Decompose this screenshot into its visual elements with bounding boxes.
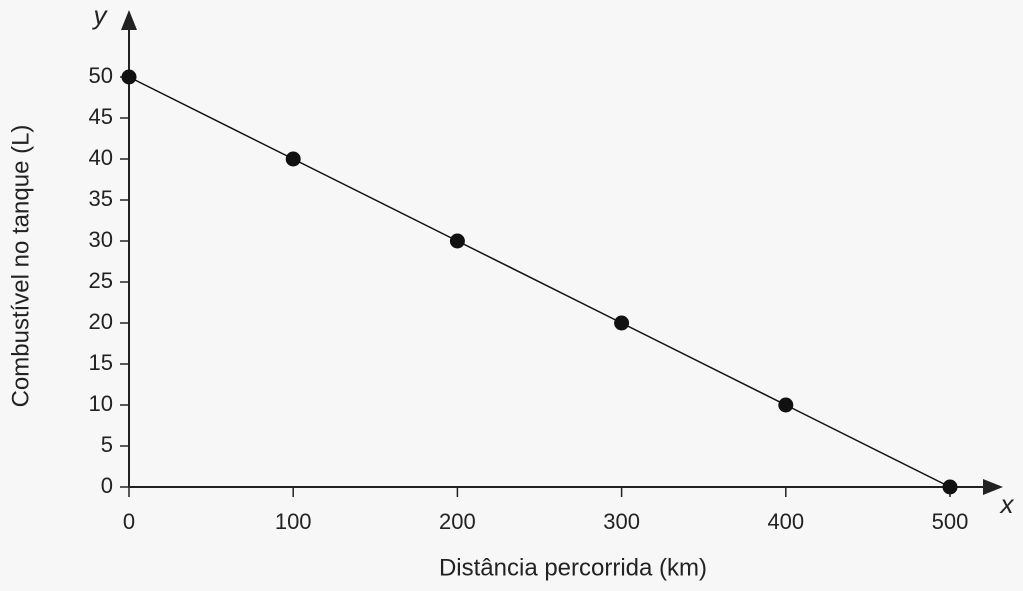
- y-axis-arrow: [121, 10, 137, 30]
- y-tick-label: 40: [89, 145, 113, 170]
- y-tick-label: 25: [89, 268, 113, 293]
- x-tick-label: 200: [439, 509, 476, 534]
- data-point: [614, 315, 630, 331]
- x-tick-label: 0: [123, 509, 135, 534]
- x-axis-arrow: [983, 479, 1003, 495]
- y-tick-label: 0: [101, 473, 113, 498]
- y-tick-label: 5: [101, 432, 113, 457]
- y-axis-symbol: y: [92, 0, 109, 30]
- y-axis-label: Combustível no tanque (L): [7, 125, 34, 408]
- y-tick-label: 30: [89, 227, 113, 252]
- y-tick-label: 20: [89, 309, 113, 334]
- y-tick-label: 50: [89, 63, 113, 88]
- y-tick-label: 35: [89, 186, 113, 211]
- data-point: [778, 397, 794, 413]
- data-point: [285, 151, 301, 167]
- y-tick-label: 10: [89, 391, 113, 416]
- y-tick-label: 45: [89, 104, 113, 129]
- y-tick-label: 15: [89, 350, 113, 375]
- data-line: [128, 76, 951, 488]
- x-axis-label: Distância percorrida (km): [439, 554, 707, 581]
- x-tick-label: 300: [603, 509, 640, 534]
- data-point: [449, 233, 465, 249]
- data-point: [121, 69, 137, 85]
- data-point: [942, 479, 958, 495]
- x-tick-label: 400: [767, 509, 804, 534]
- x-tick-label: 100: [275, 509, 312, 534]
- x-tick-label: 500: [932, 509, 969, 534]
- x-axis-symbol: x: [999, 489, 1015, 519]
